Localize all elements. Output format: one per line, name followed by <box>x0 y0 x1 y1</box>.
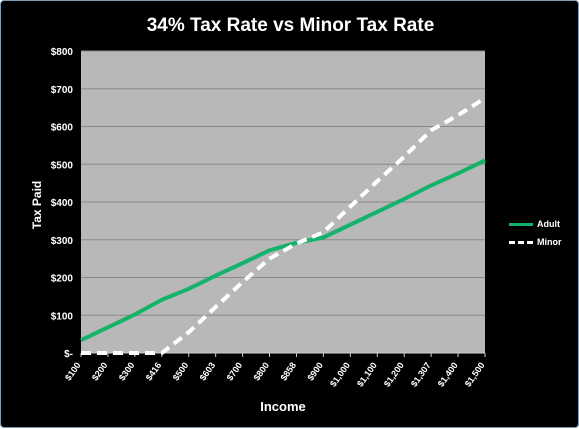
x-tick-label: $900 <box>305 360 325 382</box>
y-tick-label: $300 <box>51 236 74 247</box>
y-tick-label: $600 <box>51 123 74 134</box>
legend-swatch-minor <box>509 240 533 244</box>
series-line-adult <box>80 158 486 342</box>
legend-label-adult: Adult <box>537 219 560 229</box>
chart-legend: Adult Minor <box>509 215 562 251</box>
legend-swatch-adult <box>509 222 533 226</box>
legend-item-minor: Minor <box>509 233 562 251</box>
y-tick-label: $700 <box>51 85 74 96</box>
x-tick-label: $1,100 <box>355 360 379 388</box>
chart-title: 34% Tax Rate vs Minor Tax Rate <box>146 15 435 36</box>
y-tick-label: $400 <box>51 198 74 209</box>
x-tick-label: $800 <box>251 360 271 382</box>
x-tick-label: $300 <box>117 360 137 382</box>
x-tick-label: $603 <box>198 360 218 382</box>
y-tick-label: $100 <box>51 311 74 322</box>
x-tick-label: $700 <box>225 360 245 382</box>
x-tick-label: $1,200 <box>382 360 406 388</box>
legend-label-minor: Minor <box>537 237 562 247</box>
x-tick-label: $858 <box>278 360 298 382</box>
x-tick-label: $1,400 <box>436 360 460 388</box>
y-tick-label: $200 <box>51 274 74 285</box>
y-tick-label: $800 <box>51 47 74 58</box>
y-tick-label: $- <box>64 349 73 360</box>
x-tick-label: $200 <box>90 360 110 382</box>
x-tick-label: $100 <box>63 360 83 382</box>
series-line-minor <box>81 96 487 355</box>
x-tick-label: $1,000 <box>328 360 352 388</box>
x-tick-label: $416 <box>144 360 164 382</box>
x-tick-label: $500 <box>171 360 191 382</box>
x-tick-label: $1,500 <box>463 360 487 388</box>
x-axis-title: Income <box>260 399 306 414</box>
y-tick-label: $500 <box>51 160 74 171</box>
x-tick-label: $1,307 <box>409 360 433 388</box>
legend-item-adult: Adult <box>509 215 562 233</box>
